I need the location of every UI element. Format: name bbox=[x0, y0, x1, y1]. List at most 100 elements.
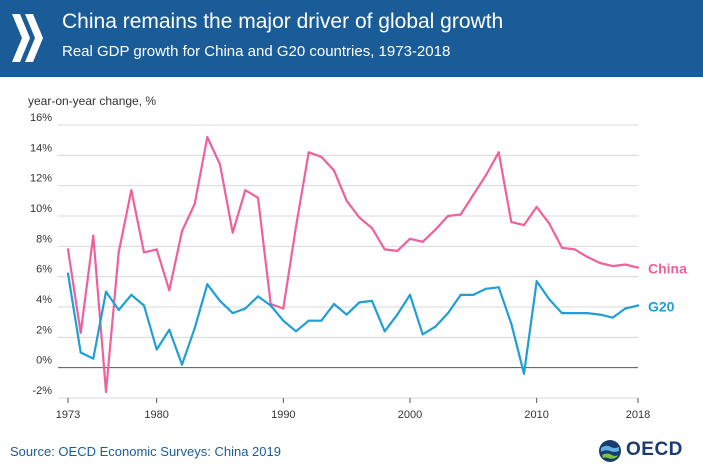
data-point-china bbox=[294, 225, 298, 228]
data-point-china bbox=[636, 266, 640, 269]
data-point-china bbox=[193, 202, 196, 205]
data-point-china bbox=[155, 248, 158, 251]
y-tick-label: 2% bbox=[36, 324, 52, 336]
data-point-china bbox=[421, 240, 424, 243]
data-point-china bbox=[408, 237, 412, 240]
data-point-china bbox=[130, 189, 133, 192]
x-tick-label: 1990 bbox=[271, 409, 295, 421]
data-point-g20 bbox=[92, 357, 95, 360]
data-point-g20 bbox=[611, 316, 614, 319]
chart-header: China remains the major driver of global… bbox=[0, 0, 703, 77]
chevron-logo-icon bbox=[12, 14, 43, 62]
data-point-china bbox=[510, 220, 513, 224]
series-line-china bbox=[66, 135, 640, 393]
data-point-g20 bbox=[636, 304, 640, 307]
data-point-china bbox=[345, 199, 348, 202]
globe-icon bbox=[599, 440, 621, 462]
data-point-china bbox=[383, 248, 386, 251]
x-tick-label: 1980 bbox=[144, 409, 168, 421]
data-point-g20 bbox=[522, 372, 526, 375]
oecd-logo: OECD bbox=[598, 438, 698, 464]
data-point-china bbox=[611, 264, 614, 268]
data-point-china bbox=[548, 222, 551, 225]
data-point-g20 bbox=[472, 293, 475, 296]
data-point-g20 bbox=[408, 293, 412, 296]
y-tick-label: 12% bbox=[30, 173, 52, 185]
data-point-g20 bbox=[345, 313, 348, 316]
data-point-china bbox=[244, 189, 247, 192]
y-axis-label: year-on-year change, % bbox=[28, 94, 156, 108]
chart-title: China remains the major driver of global… bbox=[62, 10, 504, 33]
data-point-china bbox=[446, 214, 450, 218]
data-point-china bbox=[497, 151, 500, 154]
data-point-china bbox=[396, 249, 399, 252]
data-point-g20 bbox=[282, 319, 285, 322]
data-point-g20 bbox=[206, 283, 209, 286]
data-point-g20 bbox=[193, 327, 196, 330]
data-point-china bbox=[459, 213, 462, 216]
data-point-china bbox=[358, 216, 361, 219]
data-point-g20 bbox=[307, 319, 310, 322]
y-tick-label: 4% bbox=[36, 294, 52, 306]
data-point-g20 bbox=[358, 301, 361, 304]
data-point-china bbox=[66, 248, 70, 251]
data-point-china bbox=[560, 246, 564, 249]
data-point-china bbox=[307, 151, 310, 154]
data-point-china bbox=[256, 196, 260, 199]
y-tick-label: 0% bbox=[36, 355, 52, 367]
data-point-g20 bbox=[244, 307, 247, 310]
data-point-g20 bbox=[383, 330, 386, 333]
data-point-g20 bbox=[269, 304, 272, 307]
data-point-g20 bbox=[142, 304, 146, 307]
data-point-g20 bbox=[598, 313, 602, 316]
data-point-g20 bbox=[180, 363, 184, 366]
data-point-china bbox=[484, 173, 488, 177]
data-point-g20 bbox=[459, 293, 462, 296]
series-label-china: China bbox=[648, 261, 687, 277]
data-point-g20 bbox=[510, 322, 513, 325]
data-point-china bbox=[282, 307, 285, 310]
data-point-g20 bbox=[624, 307, 627, 310]
data-point-china bbox=[332, 169, 336, 172]
data-point-g20 bbox=[155, 348, 158, 351]
data-point-china bbox=[117, 251, 120, 254]
data-point-g20 bbox=[446, 311, 450, 315]
x-tick-label: 2010 bbox=[524, 409, 548, 421]
series-line-g20 bbox=[66, 272, 640, 375]
source-note: Source: OECD Economic Surveys: China 201… bbox=[10, 444, 281, 459]
x-tick-label: 2000 bbox=[398, 409, 422, 421]
data-point-china bbox=[522, 224, 526, 227]
data-point-g20 bbox=[421, 333, 424, 336]
data-point-china bbox=[598, 261, 602, 265]
data-point-china bbox=[586, 255, 589, 259]
data-point-g20 bbox=[231, 311, 234, 315]
chart-subtitle: Real GDP growth for China and G20 countr… bbox=[62, 43, 451, 60]
data-point-g20 bbox=[117, 308, 120, 312]
data-point-china bbox=[573, 248, 576, 251]
data-point-china bbox=[104, 390, 108, 394]
data-point-china bbox=[231, 231, 234, 234]
data-point-g20 bbox=[294, 330, 298, 333]
data-point-g20 bbox=[586, 311, 589, 315]
data-point-china bbox=[218, 163, 222, 166]
data-point-china bbox=[92, 234, 95, 237]
data-point-g20 bbox=[535, 280, 538, 283]
data-point-china bbox=[535, 205, 538, 208]
data-point-g20 bbox=[218, 299, 222, 303]
y-tick-label: -2% bbox=[32, 385, 52, 397]
data-point-china bbox=[142, 251, 146, 254]
x-tick-label: 2018 bbox=[626, 409, 650, 421]
data-point-g20 bbox=[434, 325, 437, 328]
data-point-g20 bbox=[548, 298, 551, 301]
data-point-china bbox=[168, 289, 171, 292]
data-point-china bbox=[180, 230, 184, 233]
y-tick-label: 6% bbox=[36, 264, 52, 276]
data-point-china bbox=[320, 155, 323, 158]
data-point-g20 bbox=[497, 286, 500, 289]
data-point-china bbox=[624, 263, 627, 266]
data-point-china bbox=[206, 136, 209, 139]
data-point-china bbox=[434, 228, 437, 231]
data-point-china bbox=[472, 193, 475, 196]
y-tick-label: 14% bbox=[30, 142, 52, 154]
